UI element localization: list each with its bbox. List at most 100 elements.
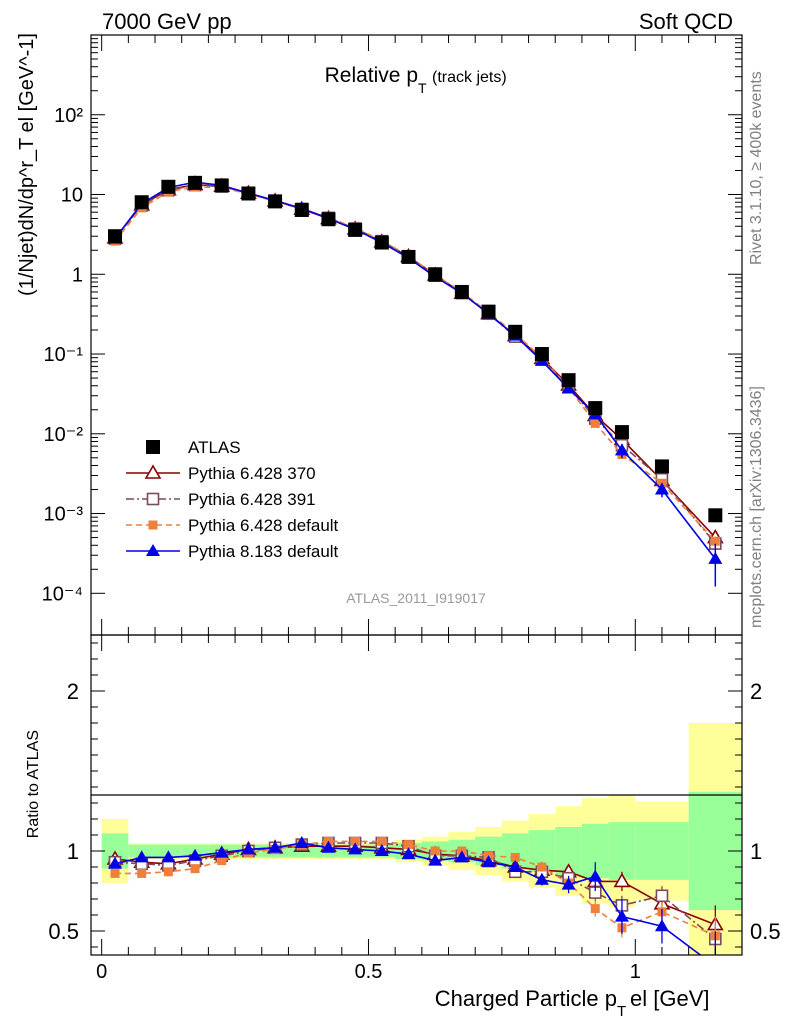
data-point — [241, 186, 256, 201]
ratio-series-clipped — [106, 836, 724, 955]
inner-band — [635, 822, 689, 880]
ratio-point — [294, 836, 309, 848]
ratio-point — [428, 853, 443, 866]
ratio-point — [534, 872, 549, 885]
ratio-point — [614, 909, 629, 922]
x-tick-label: 0.5 — [355, 961, 383, 983]
ratio-point — [655, 889, 669, 903]
data-point — [708, 508, 723, 523]
data-point — [708, 551, 723, 564]
data-point — [654, 459, 669, 474]
main-title: Relative p — [325, 64, 418, 87]
data-point — [614, 443, 629, 456]
series-line — [114, 186, 716, 542]
main-series-group — [106, 175, 724, 587]
ratio-uncertainty-bands — [101, 723, 742, 955]
ratio-point — [137, 868, 147, 878]
mcplots-label: mcplots.cern.ch [arXiv:1306.3436] — [748, 386, 765, 628]
ratio-point — [561, 877, 576, 890]
main-y-axis-label: (1/Njet)dN/dp^r_T el [GeV^-1] — [16, 33, 38, 296]
ratio-line — [115, 840, 716, 937]
y-tick-label: 10⁻³ — [44, 504, 84, 526]
main-panel: 10⁻⁴ 10⁻³ 10⁻² 10⁻¹ 1 10 10² Relative p T (tra… — [16, 33, 743, 636]
legend-marker — [146, 440, 160, 454]
ratio-series-pythia-8-183-default — [108, 836, 716, 955]
ratio-y-tick-label: 0.5 — [48, 919, 79, 944]
ratio-point — [163, 867, 173, 877]
ratio-y-tick-label-right: 1 — [750, 839, 762, 864]
data-point — [588, 401, 603, 416]
ratio-point — [401, 847, 416, 860]
ratio-point — [241, 842, 256, 855]
series-line — [114, 181, 716, 560]
y-tick-label: 1 — [72, 264, 83, 286]
legend-entry: Pythia 6.428 391 — [188, 490, 316, 509]
data-point — [348, 222, 363, 237]
ratio-point — [217, 856, 227, 866]
data-point — [374, 235, 389, 250]
main-title-subscript: T — [418, 80, 427, 96]
ratio-series-group — [106, 836, 724, 955]
ratio-point — [654, 919, 669, 932]
ratio-panel: 0.5 0.5 1 1 2 2 0 0.5 1 Ratio to ATLAS Charged P… — [25, 634, 781, 1020]
legend-marker — [146, 492, 160, 506]
ratio-point — [374, 844, 389, 856]
x-axis-label-subscript: T — [617, 1003, 626, 1020]
x-axis-label-suffix: el [GeV] — [630, 986, 709, 1011]
inner-band — [608, 822, 636, 880]
data-point — [134, 195, 149, 210]
ratio-y-axis-label: Ratio to ATLAS — [25, 730, 42, 838]
ratio-y-tick-label: 1 — [67, 839, 79, 864]
data-point — [561, 373, 576, 388]
data-point — [561, 381, 576, 394]
ratio-point — [454, 850, 469, 863]
ratio-point — [321, 840, 336, 853]
x-tick-label: 0 — [96, 961, 107, 983]
data-point — [428, 267, 443, 282]
ratio-point — [190, 864, 200, 874]
ratio-point — [108, 856, 123, 869]
legend-entry: Pythia 6.428 370 — [188, 464, 316, 483]
data-point — [590, 418, 600, 428]
y-tick-label: 10 — [61, 185, 83, 207]
data-point — [294, 202, 309, 217]
main-title-suffix: (track jets) — [432, 69, 507, 86]
series-pythia-6-428-370 — [106, 176, 724, 544]
ratio-point — [588, 869, 603, 882]
ratio-point — [510, 852, 520, 862]
legend-marker — [148, 520, 158, 530]
y-tick-label: 10⁻¹ — [44, 344, 84, 366]
header-category-label: Soft QCD — [639, 9, 733, 34]
ratio-point — [430, 846, 440, 856]
y-tick-label: 10² — [54, 105, 83, 127]
ratio-point — [377, 836, 387, 846]
ratio-point — [590, 904, 600, 914]
ratio-y-tick-label: 2 — [67, 679, 79, 704]
data-point — [481, 304, 496, 319]
data-point — [161, 179, 176, 194]
ratio-point — [110, 868, 120, 878]
data-point — [654, 482, 669, 495]
y-tick-label: 10⁻² — [44, 424, 84, 446]
ratio-line — [114, 842, 716, 940]
data-point — [188, 175, 203, 190]
ratio-point — [613, 872, 631, 888]
data-point — [268, 194, 283, 209]
ratio-axis-ticks: 0.5 0.5 1 1 2 2 0 0.5 1 — [48, 635, 781, 983]
ratio-point — [161, 850, 176, 863]
data-point — [214, 178, 229, 193]
ratio-y-tick-label-right: 2 — [750, 679, 762, 704]
series-atlas — [108, 175, 723, 523]
data-point — [321, 212, 336, 227]
data-point — [534, 347, 549, 362]
data-point — [614, 425, 629, 440]
x-axis-label: Charged Particle p — [435, 986, 617, 1011]
legend: ATLAS Pythia 6.428 370 Pythia 6.428 391 Pyt… — [126, 438, 339, 561]
data-point — [508, 324, 523, 339]
ratio-plot-frame — [90, 634, 743, 956]
ratio-point — [134, 850, 149, 863]
data-point — [401, 249, 416, 264]
ratio-line — [114, 842, 702, 955]
rivet-version-label: Rivet 3.1.10, ≥ 400k events — [748, 71, 765, 265]
ratio-point — [350, 836, 360, 846]
